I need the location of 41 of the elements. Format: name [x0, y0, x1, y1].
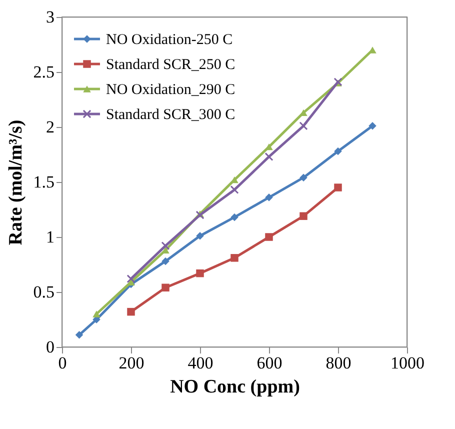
legend-label: Standard SCR_300 C: [106, 107, 236, 123]
point: [161, 242, 170, 250]
y-tick-label: 1.5: [33, 172, 54, 192]
legend-label: Standard SCR_250 C: [106, 57, 236, 73]
y-axis-title: Rate (mol/m³/s): [5, 120, 26, 246]
point: [196, 232, 204, 240]
y-tick-label: 0: [46, 338, 54, 356]
x-tick-label: 400: [188, 354, 214, 372]
point: [300, 174, 308, 182]
x-tick-label: 1000: [390, 354, 424, 372]
point: [162, 257, 170, 266]
y-tick-label: 0.5: [33, 282, 54, 302]
point: [265, 194, 273, 202]
y-tick-label: 3: [46, 8, 54, 26]
point: [264, 152, 274, 161]
point: [162, 284, 170, 292]
point: [300, 212, 308, 220]
point: [334, 147, 342, 156]
x-tick-label: 200: [118, 354, 144, 372]
point: [368, 122, 376, 130]
point: [126, 274, 136, 284]
legend-label: NO Oxidation-250 C: [106, 32, 233, 48]
point: [75, 331, 84, 339]
y-tick-label: 1: [46, 228, 54, 246]
y-tick-label: 2.5: [33, 62, 54, 82]
point: [300, 109, 308, 116]
x-tick-label: 0: [58, 354, 67, 372]
point: [334, 184, 342, 192]
y-tick-label: 2: [46, 118, 54, 136]
point: [127, 308, 135, 316]
point: [230, 254, 238, 262]
point: [230, 185, 239, 194]
point: [299, 122, 308, 130]
x-axis-title: NO Conc (ppm): [170, 376, 300, 398]
point: [230, 213, 238, 222]
point: [196, 269, 204, 278]
x-tick-label: 800: [326, 354, 352, 372]
point: [265, 233, 273, 241]
x-tick-label: 600: [256, 354, 282, 372]
point: [92, 310, 100, 318]
legend-label: NO Oxidation_290 C: [106, 82, 236, 98]
